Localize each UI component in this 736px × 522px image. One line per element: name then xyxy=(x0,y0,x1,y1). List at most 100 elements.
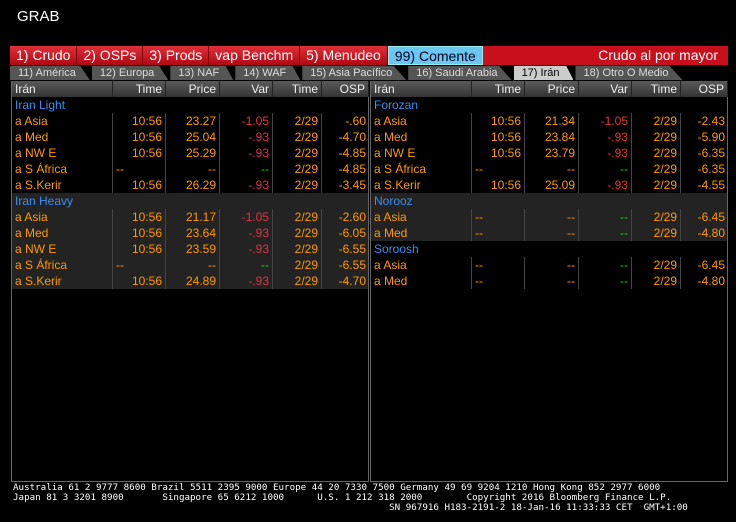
osp-date-cell: 2/29 xyxy=(632,273,681,289)
time-cell: 10:56 xyxy=(472,129,525,145)
osp-cell: -4.70 xyxy=(338,130,366,144)
group-header: Iran Light xyxy=(12,97,368,113)
column-header[interactable]: Irán xyxy=(371,81,472,97)
column-header[interactable]: Var xyxy=(579,81,632,97)
table-row[interactable]: a S África -- -- -- 2/29 -4.85 xyxy=(12,161,368,177)
region-tabs: 11) América 12) Europa 13) NAF 14) WAF 15) A… xyxy=(10,66,684,80)
price-cell: -- xyxy=(525,225,579,241)
price-cell: 23.64 xyxy=(166,225,220,241)
name-cell: a Med xyxy=(12,225,113,241)
osp-cell: -2.43 xyxy=(697,114,725,128)
group-name[interactable]: Norooz xyxy=(374,194,413,208)
osp-cell: -4.55 xyxy=(697,178,725,192)
osp-cell: -6.55 xyxy=(338,258,366,272)
name-cell: a S África xyxy=(371,161,472,177)
time-cell: -- xyxy=(472,257,525,273)
osp-date-cell: 2/29 xyxy=(273,225,322,241)
table-row[interactable]: a NW E 10:56 25.29 -.93 2/29 -4.85 xyxy=(12,145,368,161)
menu-button-6[interactable]: 99) Comente xyxy=(387,46,483,65)
panel-left: Irán Time Price Var Time OSP Iran Light a Asia 1… xyxy=(11,81,369,482)
osp-date-cell: 2/29 xyxy=(273,113,322,129)
osp-date-cell: 2/29 xyxy=(632,129,681,145)
table-row[interactable]: a Med -- -- -- 2/29 -4.80 xyxy=(371,273,727,289)
table-row[interactable]: a S África -- -- -- 2/29 -6.55 xyxy=(12,257,368,273)
column-header[interactable]: OSP xyxy=(681,81,728,97)
tab-8[interactable]: 18) Otro O Medio xyxy=(575,66,683,80)
menu-button-1[interactable]: 1) Crudo xyxy=(10,46,78,65)
group-name[interactable]: Iran Heavy xyxy=(15,194,74,208)
column-header[interactable]: Time xyxy=(113,81,166,97)
var-cell: -.93 xyxy=(220,273,273,289)
var-cell: -.93 xyxy=(220,145,273,161)
var-cell: -.93 xyxy=(220,177,273,193)
column-header[interactable]: Var xyxy=(220,81,273,97)
time-cell: 10:56 xyxy=(113,241,166,257)
group-header: Norooz xyxy=(371,193,727,209)
name-cell: a NW E xyxy=(371,145,472,161)
osp-cell: -4.85 xyxy=(338,146,366,160)
footer-line-1: Australia 61 2 9777 8600 Brazil 5511 239… xyxy=(13,482,661,493)
time-cell: 10:56 xyxy=(472,145,525,161)
osp-date-cell: 2/29 xyxy=(273,161,322,177)
table-row[interactable]: a S.Kerir 10:56 24.89 -.93 2/29 -4.70 xyxy=(12,273,368,289)
column-header[interactable]: OSP xyxy=(322,81,369,97)
name-cell: a Med xyxy=(371,225,472,241)
column-header[interactable]: Time xyxy=(472,81,525,97)
table-row[interactable]: a S.Kerir 10:56 26.29 -.93 2/29 -3.45 xyxy=(12,177,368,193)
menu-button-5[interactable]: 5) Menudeo xyxy=(300,46,388,65)
osp-date-cell: 2/29 xyxy=(273,177,322,193)
price-cell: -- xyxy=(525,161,579,177)
table-row[interactable]: a Asia -- -- -- 2/29 -6.45 xyxy=(371,209,727,225)
var-cell: -- xyxy=(220,257,273,273)
table-row[interactable]: a NW E 10:56 23.59 -.93 2/29 -6.55 xyxy=(12,241,368,257)
column-header[interactable]: Price xyxy=(166,81,220,97)
price-cell: 25.09 xyxy=(525,177,579,193)
tab-3[interactable]: 13) NAF xyxy=(170,66,234,80)
tab-4[interactable]: 14) WAF xyxy=(235,66,301,80)
tab-1[interactable]: 11) América xyxy=(10,66,90,80)
tab-5[interactable]: 15) Asia Pacífico xyxy=(302,66,407,80)
column-header[interactable]: Price xyxy=(525,81,579,97)
table-row[interactable]: a Asia 10:56 21.34 -1.05 2/29 -2.43 xyxy=(371,113,727,129)
table-row[interactable]: a Med 10:56 23.64 -.93 2/29 -6.05 xyxy=(12,225,368,241)
table-row[interactable]: a Asia 10:56 21.17 -1.05 2/29 -2.60 xyxy=(12,209,368,225)
tab-7[interactable]: 17) Irán xyxy=(513,66,574,80)
name-cell: a NW E xyxy=(12,241,113,257)
column-header[interactable]: Irán xyxy=(12,81,113,97)
time-cell: 10:56 xyxy=(113,209,166,225)
osp-date-cell: 2/29 xyxy=(632,209,681,225)
table-row[interactable]: a Med 10:56 23.84 -.93 2/29 -5.90 xyxy=(371,129,727,145)
group-name[interactable]: Soroosh xyxy=(374,242,419,256)
osp-cell: -6.05 xyxy=(338,226,366,240)
time-cell: -- xyxy=(472,161,525,177)
column-header[interactable]: Time xyxy=(273,81,322,97)
menu-button-4[interactable]: vap Benchm xyxy=(209,46,301,65)
time-cell: 10:56 xyxy=(113,145,166,161)
column-header-row: Irán Time Price Var Time OSP xyxy=(371,81,728,97)
var-cell: -1.05 xyxy=(579,113,632,129)
table-row[interactable]: a NW E 10:56 23.79 -.93 2/29 -6.35 xyxy=(371,145,727,161)
price-cell: -- xyxy=(525,209,579,225)
osp-date-cell: 2/29 xyxy=(273,145,322,161)
menu-button-2[interactable]: 2) OSPs xyxy=(77,46,144,65)
table-row[interactable]: a Med 10:56 25.04 -.93 2/29 -4.70 xyxy=(12,129,368,145)
osp-date-cell: 2/29 xyxy=(632,113,681,129)
group-name[interactable]: Forozan xyxy=(374,98,419,112)
table-row[interactable]: a Asia -- -- -- 2/29 -6.45 xyxy=(371,257,727,273)
osp-cell: -3.45 xyxy=(338,178,366,192)
var-cell: -1.05 xyxy=(220,113,273,129)
time-cell: -- xyxy=(472,225,525,241)
name-cell: a Asia xyxy=(12,113,113,129)
footer-line-2: Japan 81 3 3201 8900 Singapore 65 6212 1… xyxy=(13,492,672,503)
tab-6[interactable]: 16) Saudi Arabia xyxy=(408,66,512,80)
table-row[interactable]: a Med -- -- -- 2/29 -4.80 xyxy=(371,225,727,241)
column-header[interactable]: Time xyxy=(632,81,681,97)
tab-2[interactable]: 12) Europa xyxy=(91,66,169,80)
table-row[interactable]: a Asia 10:56 23.27 -1.05 2/29 -.60 xyxy=(12,113,368,129)
table-row[interactable]: a S África -- -- -- 2/29 -6.35 xyxy=(371,161,727,177)
osp-date-cell: 2/29 xyxy=(632,177,681,193)
price-cell: -- xyxy=(525,273,579,289)
group-name[interactable]: Iran Light xyxy=(15,98,66,112)
table-row[interactable]: a S.Kerir 10:56 25.09 -.93 2/29 -4.55 xyxy=(371,177,727,193)
menu-button-3[interactable]: 3) Prods xyxy=(143,46,210,65)
